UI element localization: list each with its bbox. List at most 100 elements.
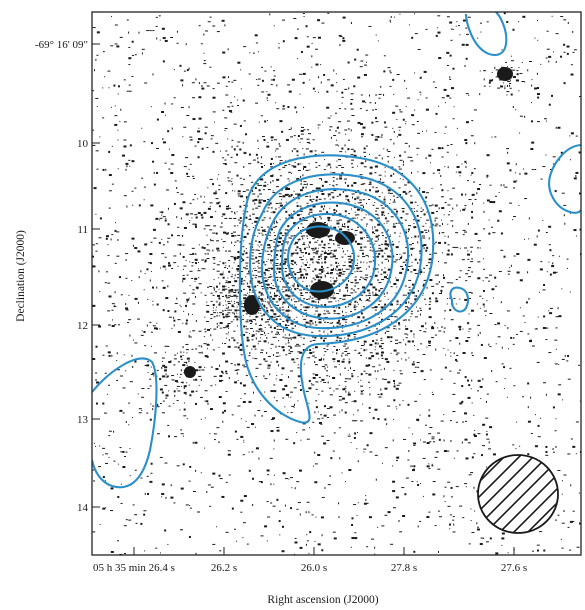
noise-speck [297, 381, 300, 383]
noise-speck [348, 469, 352, 472]
noise-speck [180, 355, 183, 358]
noise-speck [381, 357, 384, 359]
noise-speck [269, 318, 271, 320]
noise-speck [489, 184, 492, 186]
noise-speck [204, 331, 207, 333]
noise-speck [243, 325, 246, 328]
noise-speck [228, 250, 232, 252]
noise-speck [467, 250, 469, 252]
noise-speck [455, 232, 459, 234]
noise-speck [243, 441, 245, 443]
noise-speck [344, 354, 348, 356]
noise-speck [275, 265, 279, 267]
noise-speck [153, 352, 157, 354]
noise-speck [260, 334, 264, 336]
noise-speck [254, 319, 256, 321]
noise-speck [336, 195, 339, 197]
noise-speck [173, 364, 176, 366]
noise-speck [444, 366, 447, 369]
noise-speck [462, 208, 466, 211]
noise-speck [191, 313, 193, 315]
noise-speck [210, 300, 213, 302]
noise-speck [257, 160, 259, 163]
noise-speck [270, 175, 274, 178]
noise-speck [362, 183, 366, 185]
noise-speck [240, 271, 244, 273]
noise-speck [383, 214, 385, 216]
noise-speck [225, 265, 227, 267]
noise-speck [168, 390, 170, 392]
noise-speck [405, 87, 407, 89]
noise-speck [561, 480, 563, 482]
noise-speck [278, 46, 280, 49]
noise-speck [482, 423, 486, 426]
noise-speck [428, 340, 432, 343]
noise-speck [231, 337, 235, 339]
noise-speck [324, 274, 326, 277]
noise-speck [353, 150, 356, 153]
noise-speck [257, 409, 261, 411]
noise-speck [356, 301, 358, 303]
noise-speck [414, 109, 416, 111]
noise-speck [428, 262, 432, 264]
noise-speck [149, 253, 153, 256]
noise-speck [312, 261, 314, 264]
noise-speck [345, 268, 349, 270]
noise-speck [192, 289, 195, 291]
noise-speck [260, 156, 262, 159]
noise-speck [555, 327, 558, 329]
noise-speck [242, 309, 246, 312]
noise-speck [243, 151, 247, 153]
noise-speck [248, 219, 252, 221]
noise-speck [428, 297, 431, 300]
noise-speck [386, 330, 390, 332]
noise-speck [320, 516, 324, 519]
noise-speck [327, 301, 330, 303]
noise-speck [303, 337, 306, 339]
noise-speck [225, 370, 228, 373]
noise-speck [128, 159, 131, 161]
noise-speck [374, 408, 378, 411]
noise-speck [288, 273, 291, 276]
noise-speck [240, 195, 244, 198]
noise-speck [228, 327, 230, 329]
noise-speck [278, 142, 280, 145]
noise-speck [384, 514, 388, 516]
noise-speck [309, 295, 311, 298]
noise-speck [504, 61, 507, 63]
noise-speck [357, 352, 360, 354]
noise-speck [473, 453, 476, 455]
noise-speck [479, 385, 483, 388]
noise-speck [92, 531, 96, 533]
noise-speck [299, 256, 303, 258]
noise-speck [344, 261, 346, 263]
noise-speck [227, 297, 230, 299]
noise-speck [225, 294, 228, 297]
noise-speck [276, 178, 280, 181]
noise-speck [260, 349, 264, 351]
noise-speck [95, 445, 97, 447]
noise-speck [305, 264, 308, 267]
noise-speck [275, 202, 279, 204]
noise-speck [336, 220, 340, 222]
noise-speck [557, 469, 561, 471]
noise-speck [300, 210, 304, 212]
noise-speck [182, 280, 184, 283]
y-tick-label: 14 [77, 502, 89, 514]
noise-speck [330, 457, 333, 460]
noise-speck [131, 279, 133, 281]
noise-speck [284, 193, 288, 196]
noise-speck [341, 172, 344, 175]
noise-speck [224, 117, 228, 119]
noise-speck [179, 252, 181, 255]
noise-speck [236, 295, 239, 297]
noise-speck [252, 193, 256, 195]
noise-speck [518, 90, 520, 92]
noise-speck [266, 288, 269, 290]
noise-speck [254, 426, 256, 428]
noise-speck [273, 384, 276, 386]
y-tick-label: 12 [77, 320, 88, 332]
noise-speck [111, 319, 113, 321]
noise-speck [537, 39, 539, 41]
noise-speck [339, 339, 342, 342]
